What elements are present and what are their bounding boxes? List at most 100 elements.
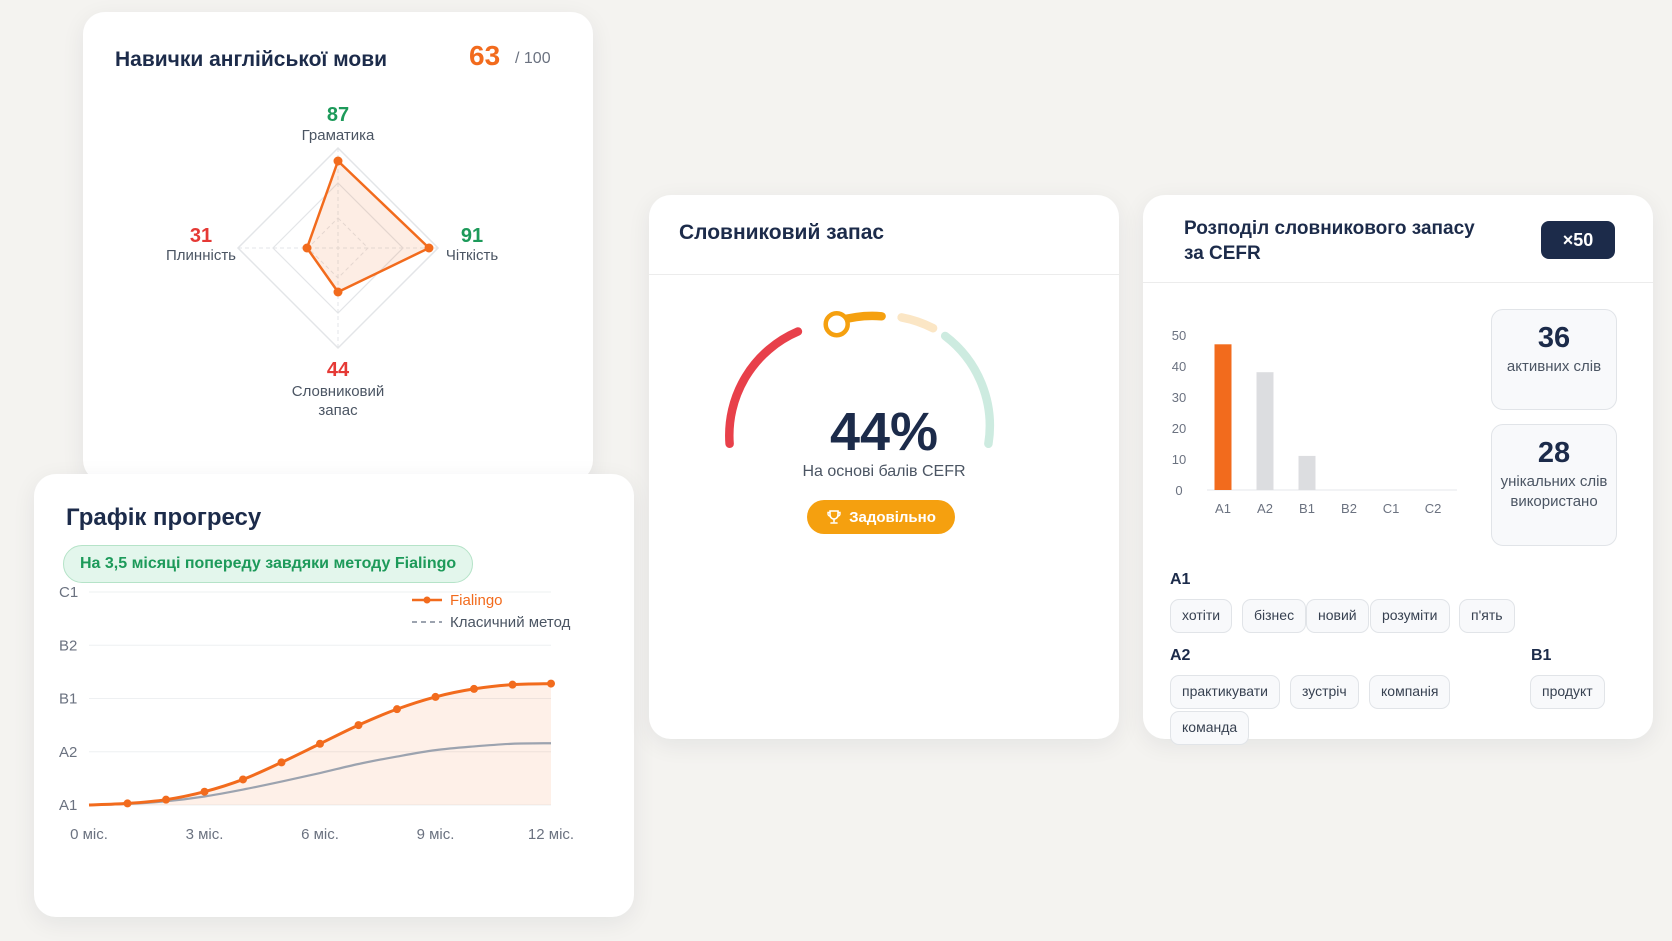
fialingo-point	[393, 705, 401, 714]
chart-legend: Fialingo Класичний метод	[412, 592, 571, 631]
radar-label-vocabulary: Словниковий	[292, 383, 385, 400]
unique-words-stat: 28 унікальних слів використано	[1491, 424, 1617, 546]
y-tick-label: 40	[1172, 359, 1186, 374]
fialingo-point	[277, 758, 286, 767]
divider	[649, 274, 1119, 275]
fialingo-point	[547, 679, 555, 688]
word-chip[interactable]: хотіти	[1170, 599, 1233, 633]
word-chip[interactable]: зустріч	[1290, 675, 1359, 709]
active-words-label: активних слів	[1506, 358, 1602, 375]
legend-classic: Класичний метод	[450, 614, 571, 631]
y-tick-label: C1	[59, 584, 78, 601]
radar-label-grammar: Граматика	[302, 127, 375, 144]
level-heading-b1: B1	[1531, 647, 1552, 664]
vocabulary-card: Словниковий запас 44% На основі балів CE…	[649, 195, 1119, 739]
radar-area	[305, 159, 431, 294]
radar-point	[302, 243, 312, 253]
level-badge-label: Задовільно	[849, 508, 936, 526]
legend-fialingo: Fialingo	[450, 592, 503, 609]
fialingo-point	[200, 787, 209, 796]
x-tick-label: C1	[1383, 501, 1400, 516]
skills-radar-chart: 87 Граматика 91 Чіткість 44 Словниковий …	[166, 104, 498, 419]
word-chip[interactable]: п'ять	[1459, 599, 1515, 633]
gauge-segment-red	[725, 327, 803, 449]
radar-point	[333, 287, 343, 297]
y-tick-label: 0	[1175, 483, 1182, 498]
bar-b1	[1298, 455, 1316, 490]
radar-label-fluency: Плинність	[166, 247, 236, 264]
x-tick-label: B1	[1299, 501, 1315, 516]
x-tick-label: B2	[1341, 501, 1357, 516]
radar-point	[333, 156, 343, 166]
word-chip[interactable]: продукт	[1530, 675, 1605, 709]
word-chip[interactable]: команда	[1170, 711, 1250, 745]
skills-score: 63	[469, 40, 501, 71]
gauge-percent: 44%	[829, 402, 939, 462]
fialingo-point	[239, 775, 247, 784]
word-chip[interactable]: бізнес	[1242, 599, 1307, 633]
gauge-segment-green	[940, 331, 995, 449]
x-tick-label: 9 міс.	[417, 826, 455, 843]
x-tick-label: C2	[1425, 501, 1442, 516]
y-tick-label: 30	[1172, 390, 1186, 405]
gauge-caption: На основі балів CEFR	[802, 463, 966, 480]
skills-max: / 100	[515, 50, 551, 67]
x-tick-label: 6 міс.	[301, 826, 339, 843]
radar-point	[424, 243, 434, 253]
word-chip[interactable]: компанія	[1369, 675, 1451, 709]
progress-card: Графік прогресу На 3,5 місяці попереду з…	[34, 474, 634, 917]
progress-title: Графік прогресу	[66, 504, 262, 531]
unique-words-label: унікальних слів використано	[1500, 473, 1608, 510]
vocabulary-title: Словниковий запас	[679, 221, 885, 244]
word-chip[interactable]: новий	[1306, 599, 1369, 633]
radar-value-vocabulary: 44	[327, 359, 350, 381]
y-tick-label: A1	[59, 797, 77, 814]
radar-label-clarity: Чіткість	[446, 247, 498, 264]
fialingo-point	[123, 799, 132, 808]
radar-label-vocabulary-2: запас	[318, 402, 358, 419]
radar-grid	[236, 146, 440, 350]
radar-value-clarity: 91	[461, 225, 483, 247]
skills-title: Навички англійської мови	[115, 48, 388, 71]
level-badge: Задовільно	[807, 500, 955, 534]
fialingo-point	[162, 795, 170, 804]
x-tick-label: 3 міс.	[186, 826, 224, 843]
bar-a2	[1256, 372, 1274, 490]
bar-a1	[1214, 344, 1232, 490]
word-chip[interactable]: розуміти	[1370, 599, 1450, 633]
cefr-bar-chart: 0 10 20 30 40 50 A1 A2 B1 B2 C1 C2	[1172, 328, 1457, 516]
multiplier-badge: ×50	[1541, 221, 1615, 259]
vocabulary-gauge	[725, 310, 995, 449]
fialingo-point	[470, 684, 478, 693]
y-tick-label: 20	[1172, 421, 1186, 436]
gauge-marker	[823, 310, 850, 338]
gauge-segment-yellow	[897, 313, 938, 333]
y-tick-label: 50	[1172, 328, 1186, 343]
cefr-title: Розподіл словникового запасу за CEFR	[1184, 218, 1475, 264]
trophy-icon	[826, 509, 842, 525]
x-tick-label: 12 міс.	[528, 826, 574, 843]
y-tick-label: B2	[59, 637, 77, 654]
cefr-distribution-card: Розподіл словникового запасу за CEFR ×50…	[1143, 195, 1653, 745]
radar-value-fluency: 31	[190, 225, 212, 247]
divider	[1143, 282, 1653, 283]
level-heading-a1: A1	[1170, 571, 1191, 588]
y-tick-label: A2	[59, 744, 77, 761]
y-tick-label: 10	[1172, 452, 1186, 467]
fialingo-point	[316, 739, 324, 748]
y-tick-label: B1	[59, 691, 77, 708]
skills-card: Навички англійської мови 63 / 100 87 Гра…	[83, 12, 593, 482]
word-chip[interactable]: практикувати	[1170, 675, 1280, 709]
unique-words-count: 28	[1537, 437, 1571, 469]
x-tick-label: 0 міс.	[70, 826, 108, 843]
level-heading-a2: A2	[1170, 647, 1191, 664]
progress-ahead-badge: На 3,5 місяці попереду завдяки методу Fi…	[63, 545, 474, 583]
active-words-stat: 36 активних слів	[1491, 309, 1617, 410]
radar-value-grammar: 87	[327, 104, 349, 126]
x-tick-label: A2	[1257, 501, 1273, 516]
fialingo-point	[354, 721, 363, 730]
fialingo-point	[508, 680, 517, 689]
fialingo-point	[431, 692, 440, 701]
active-words-count: 36	[1537, 322, 1571, 354]
progress-line-chart: A1 A2 B1 B2 C1 0 міс. 3 міс. 6 міс. 9 міс. 12 мі…	[59, 584, 574, 843]
